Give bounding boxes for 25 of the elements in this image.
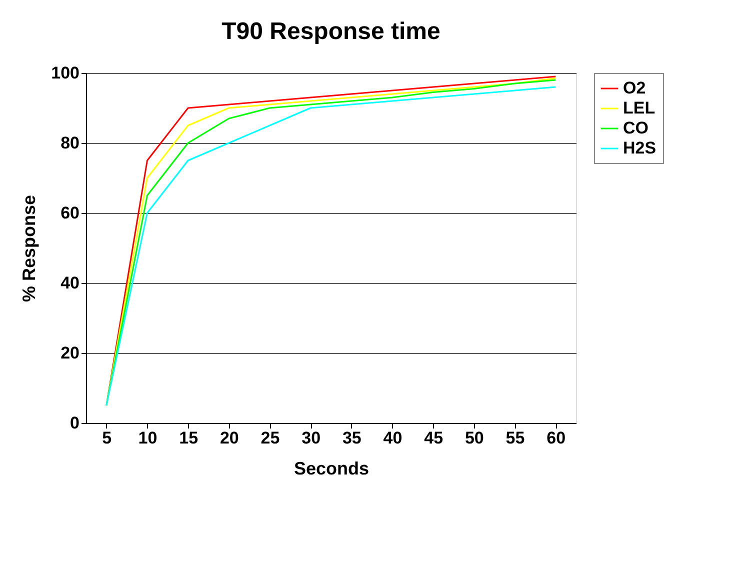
x-tick-label: 15 <box>179 428 198 448</box>
y-axis-title: % Response <box>19 194 40 302</box>
x-tick-label: 5 <box>102 428 112 448</box>
x-tick-label: 20 <box>220 428 239 448</box>
x-tick-label: 10 <box>138 428 158 448</box>
x-tick-label: 55 <box>506 428 525 448</box>
x-tick-label: 40 <box>383 428 402 448</box>
y-tick-label: 20 <box>60 344 80 362</box>
chart-title: T90 Response time <box>222 18 440 45</box>
x-tick-label: 25 <box>260 428 280 448</box>
x-tick-label: 50 <box>464 428 484 448</box>
y-tick-label: 60 <box>60 204 80 222</box>
x-tick-label: 60 <box>546 428 566 448</box>
legend-label: O2 <box>623 78 646 98</box>
x-tick-label: 30 <box>302 428 321 448</box>
y-tick-label: 0 <box>70 414 80 432</box>
x-axis-title: Seconds <box>294 458 370 478</box>
x-tick-label: 35 <box>342 428 362 448</box>
x-tick-label: 45 <box>424 428 444 448</box>
legend-label: H2S <box>623 138 656 158</box>
y-tick-label: 80 <box>60 134 80 152</box>
y-tick-label: 40 <box>60 274 80 292</box>
y-tick-label: 100 <box>51 64 80 82</box>
legend-label: LEL <box>623 98 656 118</box>
legend-label: CO <box>623 118 648 138</box>
